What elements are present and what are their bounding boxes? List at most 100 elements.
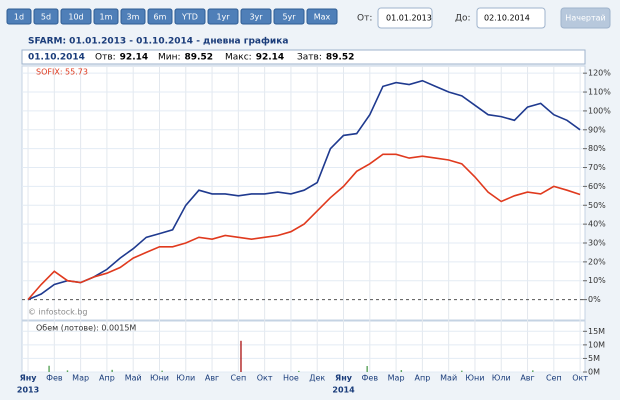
stat-label: Отв: bbox=[95, 53, 116, 63]
y-tick-label: 80% bbox=[588, 144, 606, 153]
from-input[interactable] bbox=[377, 7, 433, 29]
x-tick-label: Авг bbox=[205, 374, 219, 383]
stat-value: 92.14 bbox=[256, 53, 284, 63]
y-tick-label: 40% bbox=[588, 220, 606, 229]
period-button-label[interactable]: 3yr bbox=[249, 13, 263, 22]
y-tick-label: 0% bbox=[588, 295, 601, 304]
info-date: 01.10.2014 bbox=[28, 53, 85, 63]
x-tick-label: Мар bbox=[388, 374, 405, 383]
x-tick-label: Мар bbox=[72, 374, 89, 383]
x-tick-label: Окт bbox=[257, 374, 273, 383]
period-button[interactable] bbox=[60, 8, 92, 25]
volume-bar bbox=[111, 369, 113, 372]
period-button-label[interactable]: YTD bbox=[181, 13, 198, 22]
period-button[interactable] bbox=[174, 8, 206, 25]
y-tick-label: 70% bbox=[588, 163, 606, 172]
year-label: 2014 bbox=[332, 386, 355, 395]
x-tick-label: Окт bbox=[572, 374, 588, 383]
period-button[interactable] bbox=[306, 8, 338, 25]
y-tick-label: 100% bbox=[588, 106, 611, 115]
x-tick-label: Фев bbox=[46, 374, 63, 383]
x-tick-label: Фев bbox=[362, 374, 379, 383]
y-tick-label: 50% bbox=[588, 201, 606, 210]
period-button-label[interactable]: 3m bbox=[127, 13, 140, 22]
x-tick-label: Апр bbox=[99, 374, 115, 383]
stat-value: 89.52 bbox=[326, 53, 354, 63]
volume-bar bbox=[48, 365, 50, 372]
x-tick-label: Ное bbox=[283, 374, 299, 383]
y-tick-label: 120% bbox=[588, 69, 611, 78]
y-tick-label: 30% bbox=[588, 239, 606, 248]
period-button-label[interactable]: Max bbox=[314, 13, 331, 22]
from-value[interactable]: 01.01.2013 bbox=[386, 14, 432, 23]
volume-title: Обем (лотове): 0.0015M bbox=[36, 324, 136, 333]
x-tick-label: Юни bbox=[150, 374, 169, 383]
to-value[interactable]: 02.10.2014 bbox=[484, 14, 530, 23]
period-button-label[interactable]: 1d bbox=[14, 13, 24, 22]
stat-value: 92.14 bbox=[120, 53, 148, 63]
from-label: От: bbox=[357, 14, 372, 24]
x-tick-label: Апр bbox=[414, 374, 430, 383]
to-input[interactable] bbox=[476, 7, 546, 29]
period-button-label[interactable]: 1yr bbox=[216, 13, 230, 22]
year-label: 2013 bbox=[17, 386, 39, 395]
x-tick-label: Май bbox=[440, 374, 457, 383]
volume-bar bbox=[400, 370, 403, 372]
x-tick-label: Авг bbox=[520, 374, 534, 383]
x-tick-label: Сеп bbox=[230, 374, 246, 383]
period-button-label[interactable]: 10d bbox=[68, 13, 83, 22]
to-label: До: bbox=[455, 14, 471, 24]
period-button-label[interactable]: 5yr bbox=[282, 13, 296, 22]
y-tick-label: 60% bbox=[588, 182, 606, 191]
period-button[interactable] bbox=[207, 8, 239, 25]
volume-bar bbox=[298, 370, 300, 372]
period-button-label[interactable]: 6m bbox=[154, 13, 167, 22]
volume-bar bbox=[532, 370, 534, 372]
x-tick-label: Май bbox=[125, 374, 142, 383]
period-button-label[interactable]: 1m bbox=[100, 13, 113, 22]
x-tick-label: Дек bbox=[309, 374, 325, 383]
y-tick-label: 10% bbox=[588, 276, 606, 285]
y-tick-label: 5M bbox=[588, 354, 600, 363]
x-tick-label: Яну bbox=[20, 374, 38, 383]
period-button[interactable] bbox=[33, 8, 59, 25]
x-tick-label: Сеп bbox=[546, 374, 562, 383]
stat-label: Мин: bbox=[158, 53, 181, 63]
y-tick-label: 10M bbox=[588, 340, 605, 349]
y-tick-label: 0M bbox=[588, 368, 600, 377]
x-tick-label: Яну bbox=[335, 374, 353, 383]
y-tick-label: 15M bbox=[588, 327, 605, 336]
period-button[interactable] bbox=[147, 8, 173, 25]
x-tick-label: Юни bbox=[465, 374, 484, 383]
stat-label: Макс: bbox=[225, 53, 252, 63]
volume-panel bbox=[21, 320, 586, 373]
price-panel bbox=[21, 65, 586, 321]
volume-bar bbox=[240, 340, 242, 372]
y-tick-label: 110% bbox=[588, 88, 611, 97]
series-line bbox=[27, 153, 581, 301]
volume-bar bbox=[366, 366, 368, 372]
x-tick-label: Юли bbox=[176, 374, 195, 383]
y-tick-label: 90% bbox=[588, 125, 606, 134]
period-button[interactable] bbox=[120, 8, 146, 25]
period-button-label[interactable]: 5d bbox=[41, 13, 51, 22]
watermark: © infostock.bg bbox=[28, 308, 87, 317]
stat-value: 89.52 bbox=[185, 53, 213, 63]
period-button[interactable] bbox=[6, 8, 32, 25]
submit-button[interactable] bbox=[560, 7, 611, 29]
submit-label[interactable]: Начертай bbox=[565, 14, 605, 23]
period-button[interactable] bbox=[273, 8, 305, 25]
stat-label: Затв: bbox=[297, 53, 322, 63]
legend-entry: SOFIX: 55.73 bbox=[36, 68, 88, 77]
x-tick-label: Юли bbox=[492, 374, 511, 383]
y-tick-label: 20% bbox=[588, 257, 606, 266]
period-button[interactable] bbox=[240, 8, 272, 25]
volume-bar bbox=[161, 370, 163, 372]
period-button[interactable] bbox=[93, 8, 119, 25]
series-line bbox=[27, 79, 581, 301]
volume-bar bbox=[461, 370, 463, 372]
chart-header: SFARM: 01.01.2013 - 01.10.2014 - дневна … bbox=[28, 37, 288, 47]
info-box bbox=[21, 49, 586, 65]
